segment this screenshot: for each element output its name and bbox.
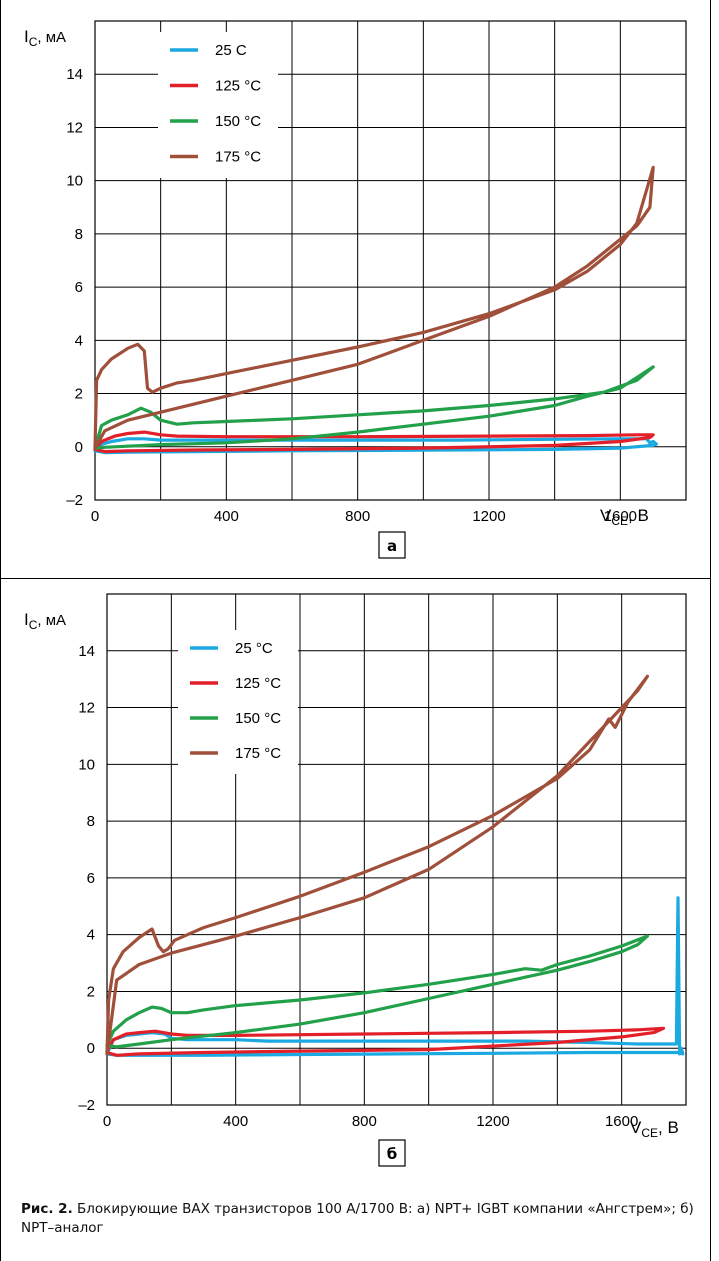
y-axis-label: IC, мА xyxy=(24,27,66,49)
y-tick-label: –2 xyxy=(66,492,83,509)
series-line-3 xyxy=(105,934,649,1049)
y-tick-label: 8 xyxy=(87,813,95,830)
x-axis-label-unit: , В xyxy=(658,1118,679,1137)
series-line-2 xyxy=(93,430,655,454)
legend: 25 С 125 °С 150 °С 175 °С xyxy=(158,32,278,178)
x-tick-label: 400 xyxy=(223,1113,248,1130)
caption-label: Рис. 2. xyxy=(21,1201,73,1217)
x-axis-label-main: V xyxy=(630,1118,642,1137)
legend-entry: 25 °С xyxy=(235,640,273,657)
legend-background xyxy=(158,32,278,178)
legend-entry: 175 °С xyxy=(235,745,281,762)
y-axis-label-sub: C xyxy=(29,35,38,49)
y-tick-label: 10 xyxy=(78,756,95,773)
y-tick-label: 14 xyxy=(78,643,95,660)
plot-area xyxy=(106,593,687,1106)
x-axis-label-sub: CE xyxy=(641,1126,658,1140)
plot-area xyxy=(94,20,687,501)
x-tick-label: 0 xyxy=(103,1113,111,1130)
x-tick-label: 1200 xyxy=(476,1113,509,1130)
y-tick-label: 6 xyxy=(75,279,83,296)
grid xyxy=(95,21,686,500)
panel-label: а xyxy=(387,537,397,555)
legend-entry: 25 С xyxy=(215,42,247,59)
legend: 25 °С 125 °С 150 °С 175 °С xyxy=(178,630,298,774)
x-axis-label: VCE, В xyxy=(600,506,649,528)
x-tick-label: 800 xyxy=(352,1113,377,1130)
y-axis-label-unit: , мА xyxy=(37,29,66,46)
x-axis-label-unit: , В xyxy=(628,506,649,525)
y-tick-label: 8 xyxy=(75,226,83,243)
y-tick-label: 0 xyxy=(75,439,83,456)
x-tick-label: 0 xyxy=(91,508,99,525)
series-line-4 xyxy=(105,674,649,1056)
chart-panel-1: –2 0 2 4 6 8 10 12 14 0 400 800 1200 1600 IC, мА VCE, В… xyxy=(24,20,687,559)
x-tick-label: 1200 xyxy=(472,508,505,525)
chart-panel-2: –2 0 2 4 6 8 10 12 14 0 400 800 1200 1600 IC, мА VCE, В… xyxy=(24,593,687,1167)
y-axis-label: IC, мА xyxy=(24,610,66,632)
x-axis-label-sub: CE xyxy=(611,514,628,528)
y-tick-label: 10 xyxy=(66,173,83,190)
caption-text: Блокирующие ВАХ транзисторов 100 А/1700 … xyxy=(21,1201,694,1236)
x-axis-label-main: V xyxy=(600,506,612,525)
legend-entry: 125 °С xyxy=(235,675,281,692)
series-line-1 xyxy=(105,896,685,1057)
series-line-2 xyxy=(105,1026,666,1057)
panel-label-box xyxy=(378,1139,406,1167)
x-tick-label: 1600 xyxy=(605,1113,638,1130)
panel-divider xyxy=(0,578,711,579)
y-tick-label: 6 xyxy=(87,870,95,887)
x-tick-label: 800 xyxy=(345,508,370,525)
panel-label-box xyxy=(378,531,406,559)
y-tick-label: 2 xyxy=(75,386,83,403)
x-axis-label: VCE, В xyxy=(630,1118,679,1140)
legend-entry: 150 °С xyxy=(215,113,261,130)
legend-entry: 125 °С xyxy=(215,78,261,95)
x-tick-label: 1600 xyxy=(604,508,637,525)
y-axis-label-unit: , мА xyxy=(37,612,66,629)
legend-entry: 175 °С xyxy=(215,149,261,166)
y-axis-label-main: I xyxy=(24,27,29,46)
legend-entry: 150 °С xyxy=(235,710,281,727)
y-tick-label: 14 xyxy=(66,66,83,83)
y-tick-label: 12 xyxy=(78,700,95,717)
y-tick-label: 0 xyxy=(87,1040,95,1057)
legend-background xyxy=(178,630,298,774)
y-tick-label: 12 xyxy=(66,119,83,136)
x-tick-label: 400 xyxy=(214,508,239,525)
figure-caption: Рис. 2. Блокирующие ВАХ транзисторов 100… xyxy=(21,1200,701,1238)
series-line-3 xyxy=(93,365,655,450)
y-axis-label-sub: C xyxy=(29,618,38,632)
y-tick-label: 4 xyxy=(87,927,95,944)
y-tick-label: 2 xyxy=(87,983,95,1000)
y-tick-label: –2 xyxy=(78,1097,95,1114)
y-axis-label-main: I xyxy=(24,610,29,629)
panel-label: б xyxy=(387,1145,397,1163)
series-line-4 xyxy=(93,165,655,450)
y-tick-label: 4 xyxy=(75,332,83,349)
